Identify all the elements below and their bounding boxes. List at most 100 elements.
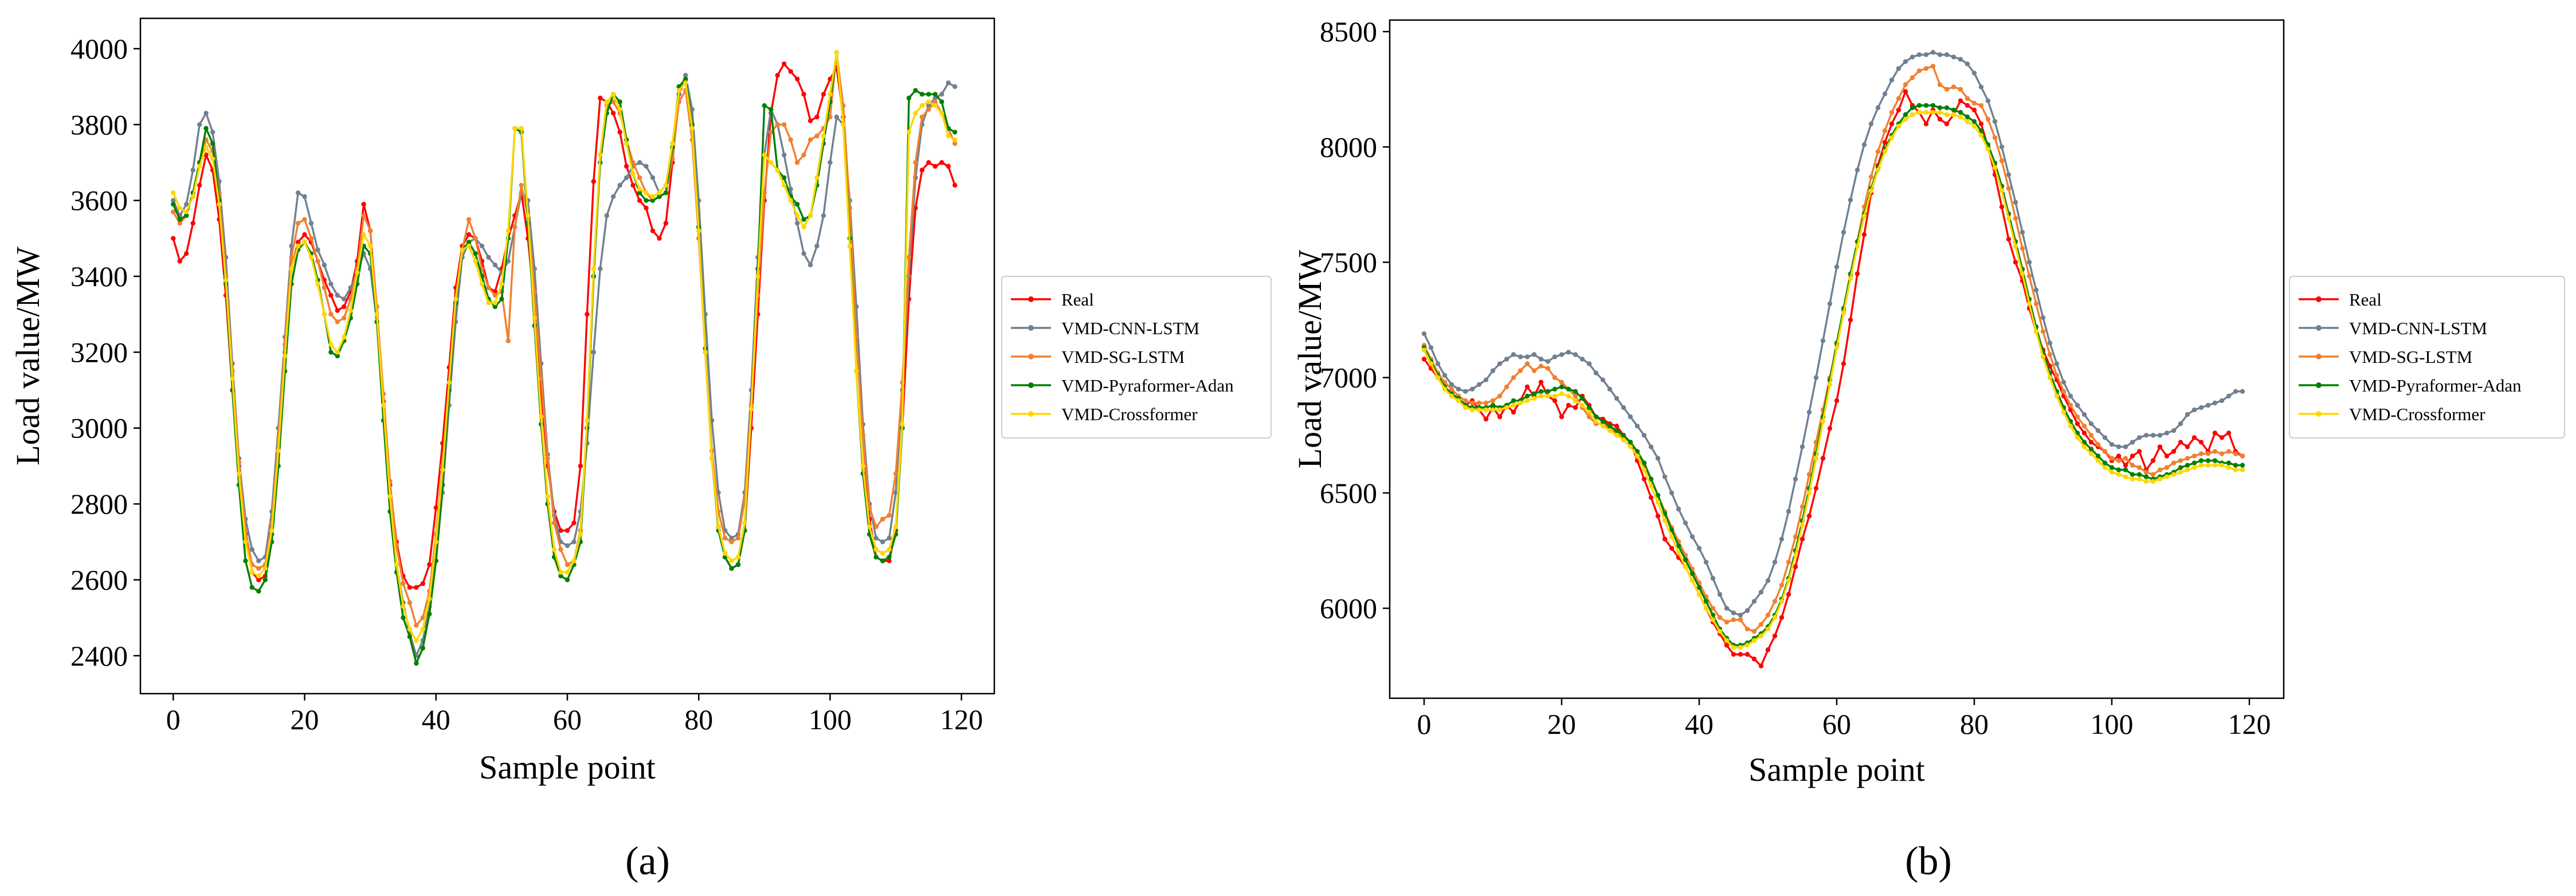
data-point-vmd-cnn-lstm [2116, 444, 2122, 449]
data-point-vmd-pyraformer-adan [1655, 492, 1661, 498]
data-point-vmd-sg-lstm [637, 175, 642, 181]
data-point-vmd-crossformer [401, 604, 406, 609]
data-point-real [1655, 513, 1661, 519]
data-point-vmd-cnn-lstm [1655, 456, 1661, 461]
legend-label-vmd-crossformer: VMD-Crossformer [2349, 404, 2485, 424]
data-point-vmd-cnn-lstm [1944, 52, 1950, 57]
data-point-vmd-cnn-lstm [2205, 402, 2211, 408]
data-point-vmd-cnn-lstm [1552, 354, 1558, 359]
data-point-vmd-pyraformer-adan [2109, 465, 2115, 470]
data-point-vmd-cnn-lstm [2233, 389, 2238, 394]
data-point-vmd-crossformer [657, 190, 662, 195]
data-point-real [946, 163, 951, 169]
y-tick-label: 2800 [70, 488, 128, 520]
data-point-vmd-crossformer [1793, 553, 1798, 558]
data-point-vmd-crossformer [1916, 109, 1922, 115]
data-point-vmd-cnn-lstm [1889, 77, 1895, 83]
data-point-vmd-cnn-lstm [1744, 608, 1750, 613]
data-point-real [2191, 435, 2197, 440]
data-point-real [611, 111, 616, 116]
data-point-vmd-sg-lstm [1586, 414, 1592, 420]
data-point-vmd-pyraformer-adan [1621, 433, 1626, 438]
data-point-vmd-cnn-lstm [171, 198, 176, 203]
data-point-vmd-cnn-lstm [2026, 260, 2032, 265]
data-point-vmd-pyraformer-adan [171, 202, 176, 207]
data-point-real [2219, 435, 2225, 440]
data-point-vmd-sg-lstm [2020, 246, 2025, 251]
data-point-vmd-crossformer [2171, 472, 2177, 477]
data-point-vmd-crossformer [2075, 435, 2080, 440]
data-point-vmd-cnn-lstm [2136, 435, 2142, 440]
legend-marker-vmd-crossformer [2316, 411, 2322, 417]
data-point-vmd-cnn-lstm [2226, 393, 2232, 399]
data-point-real [1738, 652, 1743, 657]
data-point-vmd-pyraformer-adan [1944, 105, 1950, 111]
data-point-vmd-cnn-lstm [1868, 121, 1874, 127]
data-point-vmd-cnn-lstm [1738, 612, 1743, 618]
x-tick-label: 60 [1822, 708, 1851, 740]
data-point-vmd-crossformer [782, 183, 787, 188]
data-point-real [591, 179, 597, 184]
series-vmd-sg-lstm [171, 50, 958, 628]
data-point-real [1765, 647, 1771, 652]
data-point-vmd-crossformer [479, 281, 485, 287]
data-point-vmd-sg-lstm [2150, 472, 2156, 477]
data-point-vmd-pyraformer-adan [1593, 414, 1599, 420]
data-point-vmd-cnn-lstm [834, 114, 840, 120]
data-point-real [1937, 116, 1943, 122]
data-point-vmd-cnn-lstm [1861, 142, 1867, 147]
data-point-real [1799, 537, 1805, 542]
data-point-vmd-crossformer [335, 350, 340, 355]
x-tick-label: 0 [166, 703, 181, 735]
data-point-vmd-pyraformer-adan [650, 198, 656, 203]
data-point-vmd-pyraformer-adan [1524, 393, 1530, 399]
data-point-vmd-crossformer [683, 80, 688, 85]
data-point-vmd-sg-lstm [519, 183, 524, 188]
data-point-vmd-crossformer [1435, 375, 1441, 380]
data-point-vmd-crossformer [1958, 114, 1963, 120]
data-point-vmd-crossformer [492, 300, 498, 306]
data-point-vmd-crossformer [223, 277, 229, 283]
data-point-vmd-sg-lstm [2191, 453, 2197, 459]
data-point-real [1552, 398, 1558, 404]
data-point-vmd-cnn-lstm [2150, 433, 2156, 438]
data-point-vmd-sg-lstm [2212, 449, 2218, 454]
data-point-real [2171, 449, 2177, 454]
x-tick-label: 80 [1960, 708, 1989, 740]
data-point-real [1614, 424, 1620, 429]
data-point-real [1731, 652, 1736, 657]
data-point-vmd-cnn-lstm [1717, 592, 1723, 597]
data-point-vmd-sg-lstm [2061, 389, 2067, 394]
data-point-vmd-pyraformer-adan [2178, 465, 2183, 470]
data-point-vmd-crossformer [769, 160, 774, 165]
data-point-vmd-cnn-lstm [1916, 52, 1922, 57]
data-point-vmd-crossformer [2205, 463, 2211, 468]
data-point-vmd-sg-lstm [1518, 368, 1523, 373]
data-point-real [1971, 107, 1977, 113]
y-tick-label: 6500 [1320, 477, 1377, 509]
data-point-vmd-pyraformer-adan [1628, 440, 1633, 445]
data-point-vmd-crossformer [2157, 476, 2163, 482]
data-point-vmd-crossformer [1669, 534, 1675, 539]
y-tick-label: 3600 [70, 185, 128, 217]
data-point-vmd-pyraformer-adan [249, 585, 254, 590]
data-point-vmd-crossformer [2061, 409, 2067, 415]
data-point-vmd-cnn-lstm [1978, 84, 1984, 89]
data-point-vmd-cnn-lstm [1758, 589, 1764, 595]
data-point-vmd-crossformer [558, 570, 563, 575]
series-vmd-cnn-lstm [1421, 50, 2245, 618]
data-point-real [1958, 98, 1963, 103]
data-point-vmd-sg-lstm [2198, 451, 2204, 456]
data-point-vmd-sg-lstm [1573, 393, 1578, 399]
data-point-vmd-sg-lstm [1717, 615, 1723, 620]
data-point-vmd-crossformer [2047, 375, 2053, 380]
data-point-vmd-pyraformer-adan [2185, 463, 2190, 468]
data-point-vmd-crossformer [361, 232, 366, 237]
data-point-vmd-crossformer [1552, 393, 1558, 399]
data-point-real [1903, 89, 1908, 94]
data-point-real [2150, 458, 2156, 463]
data-point-vmd-pyraformer-adan [1683, 557, 1688, 562]
legend-label-real: Real [2349, 289, 2382, 310]
data-point-vmd-crossformer [1985, 147, 1991, 152]
data-point-vmd-cnn-lstm [321, 263, 327, 268]
